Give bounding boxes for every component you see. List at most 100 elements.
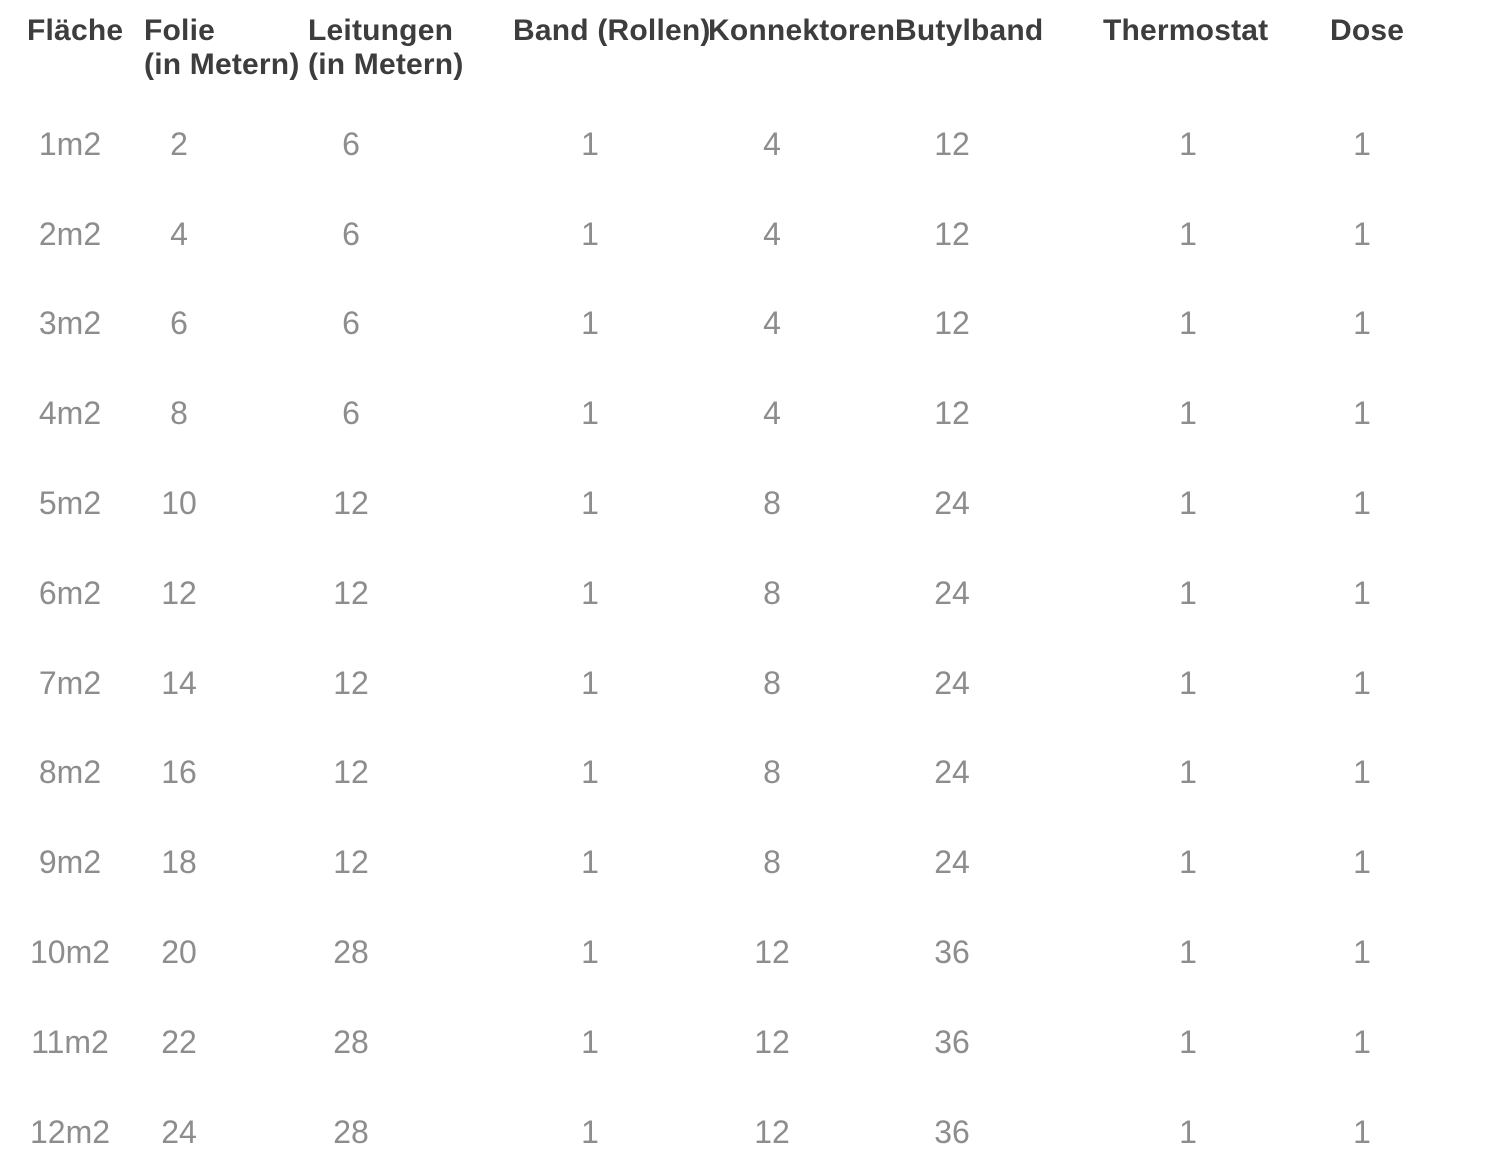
table-cell: 4 [763, 305, 781, 342]
table-cell: 22 [161, 1023, 197, 1060]
col-header-sublabel: (in Metern) [308, 48, 464, 81]
table-cell: 16 [161, 754, 197, 791]
table-cell: 8 [763, 574, 781, 611]
table-cell: 1 [1179, 485, 1197, 522]
table-cell: 1 [581, 125, 599, 162]
col-header-dose: Dose [1330, 14, 1404, 48]
table-cell: 1 [581, 305, 599, 342]
table-cell: 12 [333, 574, 369, 611]
table-cell: 1 [1179, 215, 1197, 252]
table-cell: 24 [934, 485, 970, 522]
col-header-leitungen: Leitungen (in Metern) [308, 14, 464, 82]
table-cell: 1 [581, 485, 599, 522]
table-cell: 18 [161, 844, 197, 881]
table-cell: 8 [170, 395, 188, 432]
col-header-band-rollen: Band (Rollen) [513, 14, 711, 48]
col-header-label: Dose [1330, 14, 1405, 47]
table-cell: 6m2 [38, 574, 102, 611]
table-cell: 24 [934, 664, 970, 701]
table-cell: 6 [342, 125, 360, 162]
table-cell: 12 [333, 664, 369, 701]
table-cell: 1 [1179, 754, 1197, 791]
table-cell: 6 [170, 305, 188, 342]
table-cell: 9m2 [38, 844, 102, 881]
table-cell: 1 [1353, 485, 1371, 522]
table-cell: 12 [754, 1023, 790, 1060]
table-row: 9m2 18 12 1 8 24 1 1 [0, 817, 1496, 907]
col-header-konnektoren: Konnektoren [708, 14, 895, 48]
table-cell: 1 [581, 934, 599, 971]
table-row: 3m2 6 6 1 4 12 1 1 [0, 279, 1496, 369]
table-cell: 1 [581, 1113, 599, 1150]
col-header-folie: Folie (in Metern) [144, 14, 300, 82]
table-cell: 6 [342, 395, 360, 432]
table-cell: 24 [934, 574, 970, 611]
table-cell: 8 [763, 754, 781, 791]
table-cell: 4m2 [38, 395, 102, 432]
table-cell: 1 [1353, 125, 1371, 162]
table-cell: 1 [581, 395, 599, 432]
col-header-butylband: Butylband [895, 14, 1043, 48]
table-row: 10m2 20 28 1 12 36 1 1 [0, 907, 1496, 997]
table-cell: 1 [1353, 934, 1371, 971]
table-cell: 1 [1179, 395, 1197, 432]
table-cell: 10m2 [29, 934, 111, 971]
table-cell: 11m2 [31, 1023, 109, 1060]
table-body: 1m2 2 6 1 4 12 1 1 2m2 4 6 1 4 12 1 1 3m2 6 6 1 4 12 1 1 4m2 8 6 1 4… [0, 99, 1496, 1176]
table-cell: 1 [1353, 1113, 1371, 1150]
table-cell: 4 [170, 215, 188, 252]
table-cell: 8 [763, 844, 781, 881]
table-cell: 12 [333, 844, 369, 881]
table-cell: 12 [754, 1113, 790, 1150]
table-cell: 12 [934, 395, 970, 432]
col-header-flaeche: Fläche [27, 14, 123, 48]
table-cell: 1 [1179, 844, 1197, 881]
table-cell: 5m2 [38, 485, 102, 522]
table-cell: 1 [1353, 754, 1371, 791]
col-header-label: Folie [144, 14, 216, 47]
table-cell: 1 [1353, 844, 1371, 881]
col-header-label: Konnektoren [708, 14, 896, 47]
table-cell: 3m2 [38, 305, 102, 342]
table-cell: 24 [934, 754, 970, 791]
table-cell: 36 [934, 934, 970, 971]
table-row: 2m2 4 6 1 4 12 1 1 [0, 189, 1496, 279]
table-cell: 8 [763, 485, 781, 522]
table-cell: 24 [934, 844, 970, 881]
table-row: 11m2 22 28 1 12 36 1 1 [0, 997, 1496, 1087]
table-cell: 1 [581, 1023, 599, 1060]
table-row: 7m2 14 12 1 8 24 1 1 [0, 638, 1496, 728]
table-cell: 6 [342, 215, 360, 252]
table-cell: 1 [581, 754, 599, 791]
table-cell: 1 [581, 215, 599, 252]
table-cell: 28 [333, 1113, 369, 1150]
table-row: 8m2 16 12 1 8 24 1 1 [0, 728, 1496, 818]
table-cell: 12 [754, 934, 790, 971]
table-cell: 1 [1353, 395, 1371, 432]
table-cell: 4 [763, 125, 781, 162]
table-cell: 36 [934, 1113, 970, 1150]
table-cell: 28 [333, 934, 369, 971]
table-cell: 1 [1353, 305, 1371, 342]
table-cell: 12m2 [29, 1113, 111, 1150]
table-cell: 12 [333, 485, 369, 522]
table-row: 6m2 12 12 1 8 24 1 1 [0, 548, 1496, 638]
table-cell: 1 [1353, 1023, 1371, 1060]
table-cell: 6 [342, 305, 360, 342]
table-cell: 1 [581, 574, 599, 611]
table-row: 4m2 8 6 1 4 12 1 1 [0, 368, 1496, 458]
table-row: 1m2 2 6 1 4 12 1 1 [0, 99, 1496, 189]
table-cell: 36 [934, 1023, 970, 1060]
col-header-label: Fläche [27, 14, 124, 47]
table-cell: 12 [934, 125, 970, 162]
table-cell: 2m2 [38, 215, 102, 252]
table-cell: 1 [1179, 574, 1197, 611]
table-cell: 1 [1179, 664, 1197, 701]
table-cell: 7m2 [38, 664, 102, 701]
table-cell: 1 [1179, 1113, 1197, 1150]
col-header-label: Thermostat [1103, 14, 1269, 47]
table-cell: 20 [161, 934, 197, 971]
col-header-label: Leitungen [308, 14, 454, 47]
col-header-label: Butylband [895, 14, 1044, 47]
